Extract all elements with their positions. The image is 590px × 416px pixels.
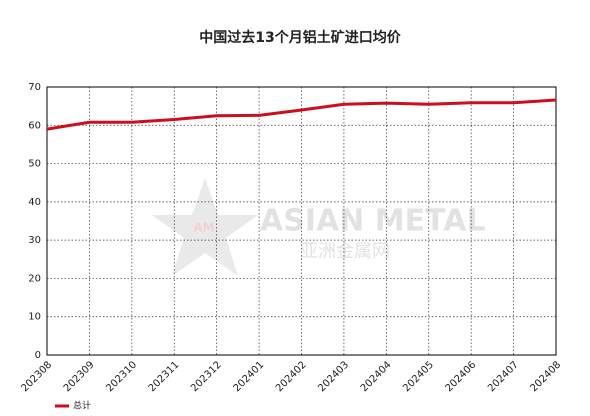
x-tick-label: 202403 [316, 359, 351, 394]
x-tick-label: 202402 [274, 359, 309, 394]
watermark-logo: AM [193, 221, 214, 235]
x-tick-label: 202407 [486, 359, 521, 394]
y-tick-label: 30 [28, 235, 41, 246]
x-tick-label: 202401 [232, 359, 267, 394]
y-tick-label: 70 [28, 82, 41, 93]
x-tick-label: 202312 [189, 359, 224, 394]
x-tick-label: 202309 [62, 359, 97, 394]
y-tick-label: 10 [28, 312, 41, 323]
y-tick-label: 20 [28, 273, 41, 284]
line [46, 98, 557, 131]
x-tick-label: 202310 [104, 359, 139, 394]
x-tick-label: 202406 [444, 359, 479, 394]
watermark: AM ASIAN METAL 亚洲金属网 [152, 178, 486, 276]
x-tick-label: 202408 [528, 359, 563, 394]
x-tick-label: 202308 [19, 359, 54, 394]
watermark-text: ASIAN METAL [260, 204, 486, 239]
watermark-star [152, 178, 258, 276]
x-tick-label: 202311 [147, 359, 182, 394]
x-tick-label: 202405 [401, 359, 436, 394]
y-tick-label: 50 [28, 159, 41, 170]
legend-label: 总计 [73, 400, 91, 412]
x-tick-label: 202404 [359, 359, 394, 394]
y-tick-label: 0 [35, 350, 41, 361]
plot-frame [46, 86, 557, 356]
y-tick-label: 40 [28, 197, 41, 208]
y-tick-label: 60 [28, 120, 41, 131]
chart-title: 中国过去13个月铝土矿进口均价 [199, 29, 401, 46]
watermark-subtext: 亚洲金属网 [300, 241, 390, 262]
